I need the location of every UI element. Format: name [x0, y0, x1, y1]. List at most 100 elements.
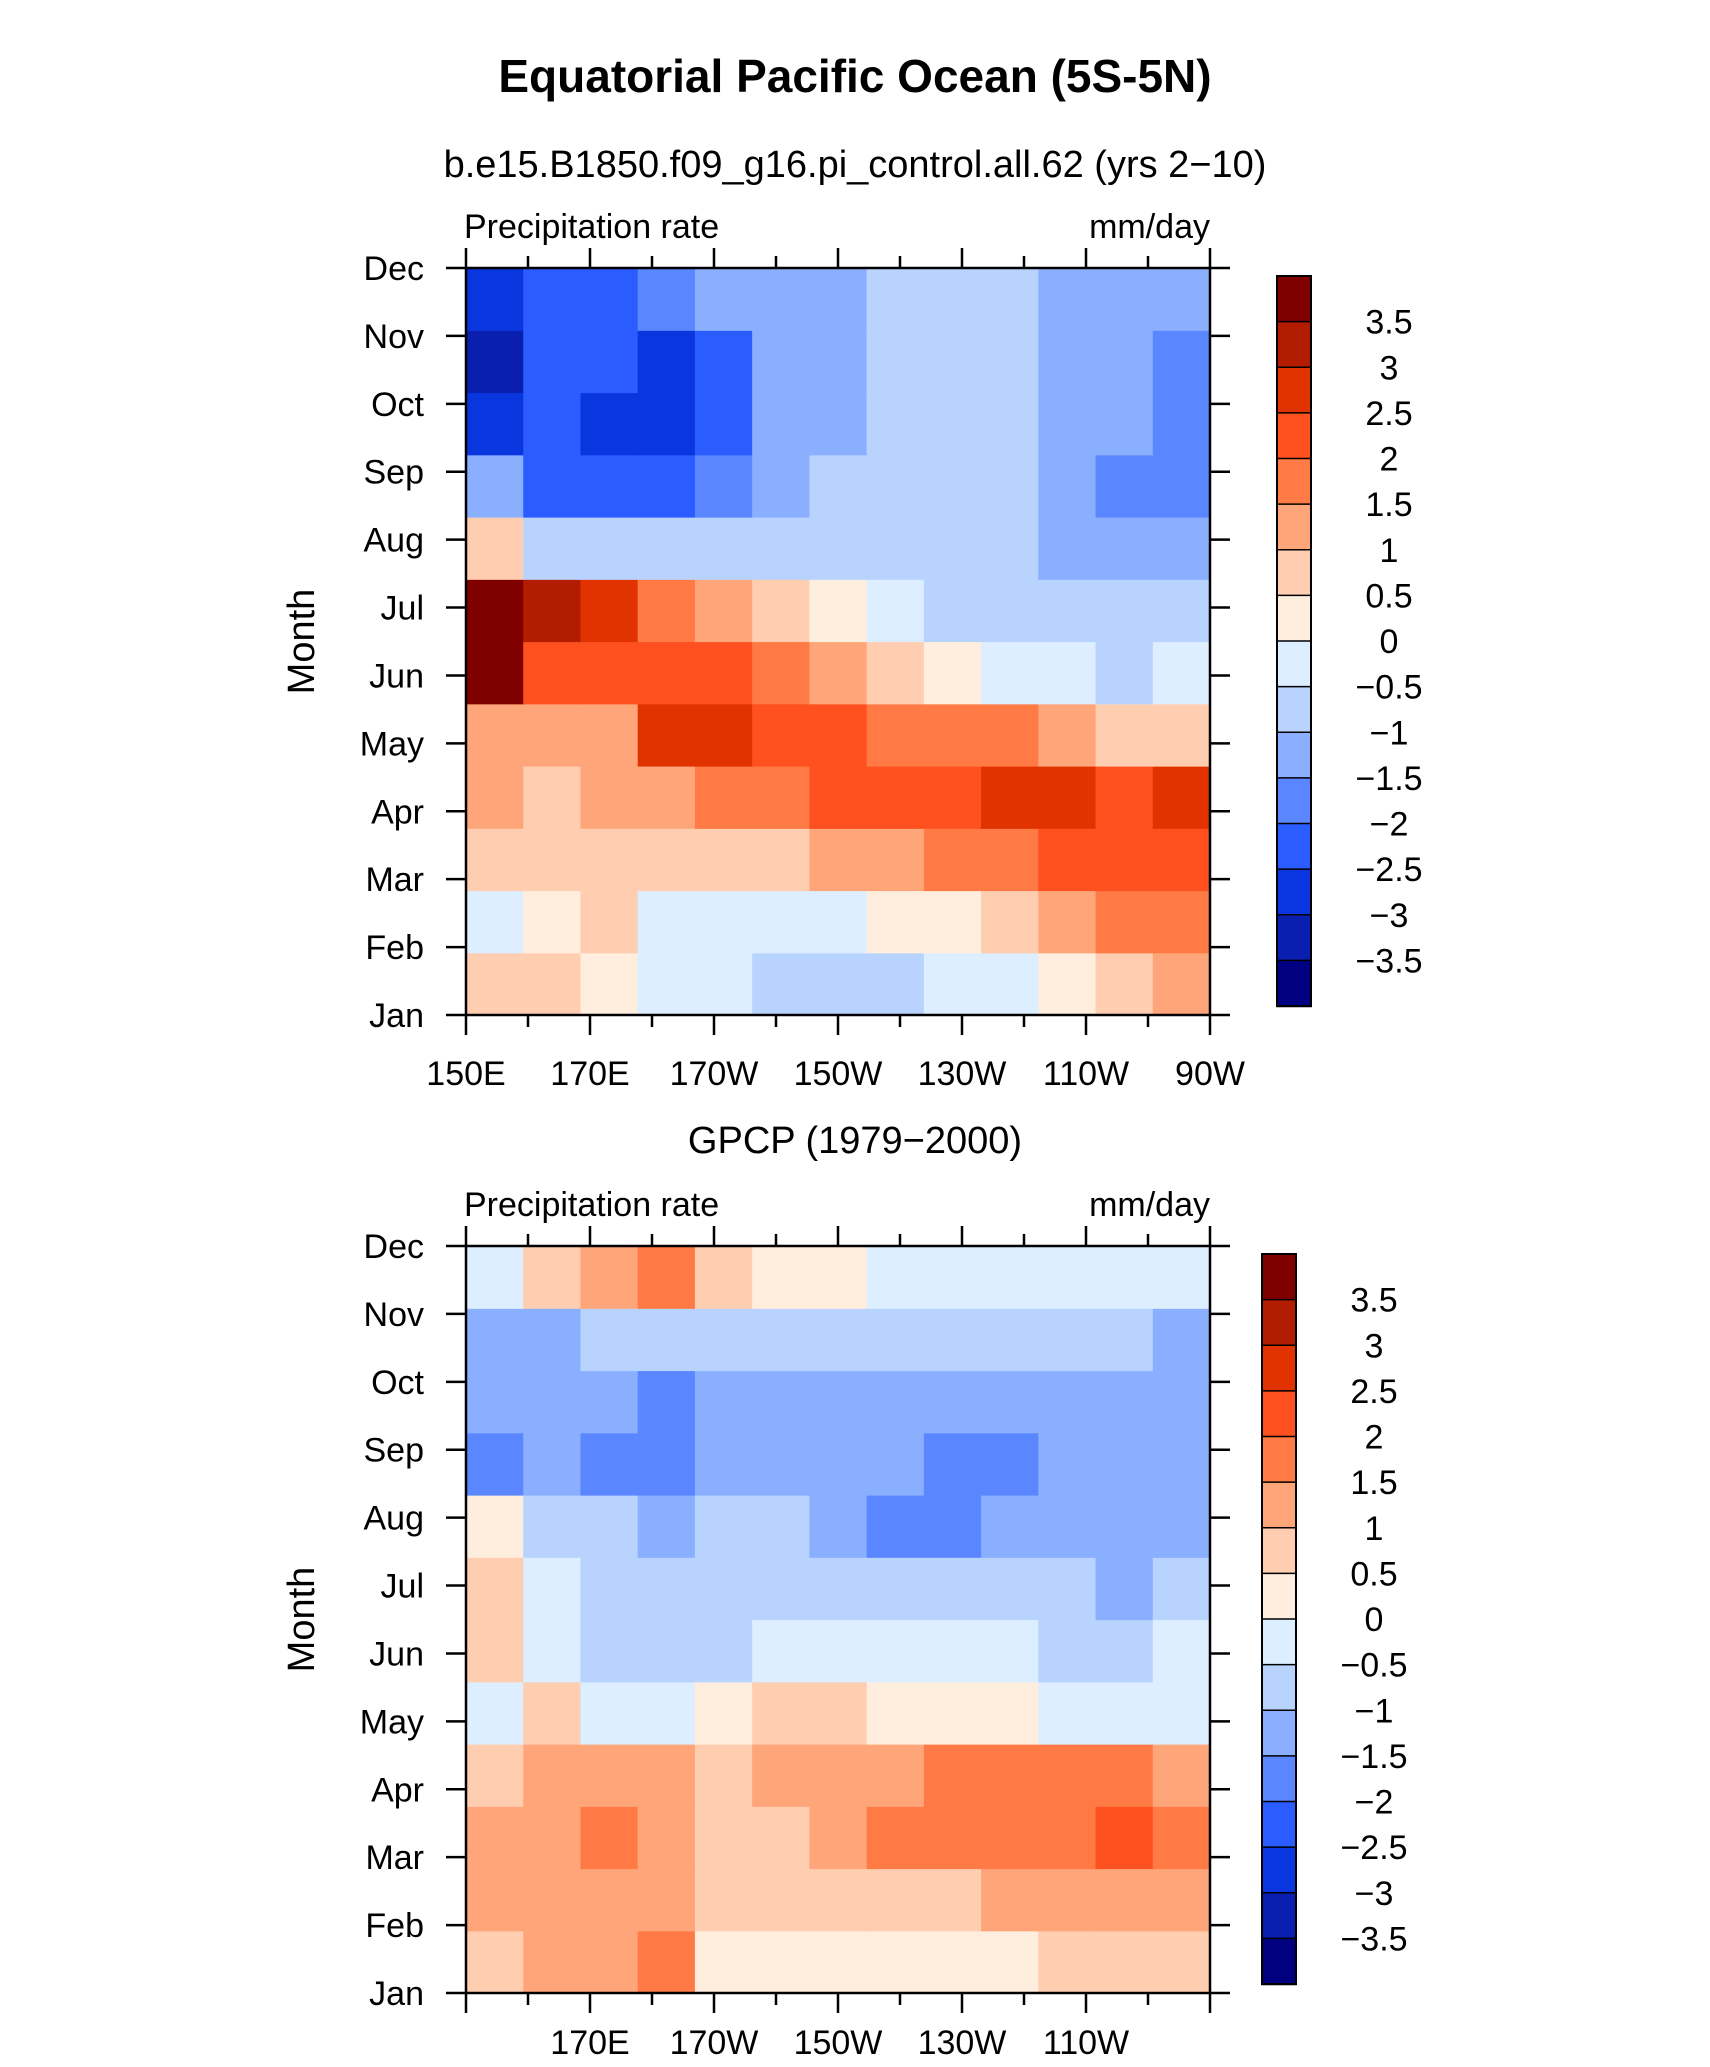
heatmap-cell: [1095, 454, 1154, 518]
colorbar-label: 0.5: [1365, 577, 1412, 615]
heatmap-cell: [809, 890, 868, 954]
heatmap-cell: [1152, 392, 1211, 456]
heatmap-cell: [866, 641, 925, 705]
heatmap-cell: [752, 1495, 810, 1558]
heatmap-cell: [923, 1930, 982, 1994]
heatmap-cell: [637, 392, 696, 456]
heatmap-cell: [580, 1557, 639, 1621]
heatmap-cell: [1038, 330, 1097, 394]
heatmap-cell: [866, 330, 925, 394]
colorbar-swatch: [1261, 1846, 1297, 1895]
heatmap-cell: [752, 268, 810, 331]
heatmap-cell: [981, 890, 1039, 954]
heatmap-cells: [466, 268, 1211, 1016]
units-label: mm/day: [1089, 208, 1210, 246]
colorbar-swatch: [1276, 503, 1312, 552]
colorbar-label: 2.5: [1350, 1373, 1397, 1411]
heatmap-cell: [580, 1246, 639, 1309]
heatmap-cell: [1152, 828, 1211, 892]
y-tick-label: Sep: [364, 454, 425, 492]
heatmap-cell: [466, 1557, 524, 1621]
heatmap-cell: [1152, 1308, 1211, 1372]
heatmap-cell: [752, 330, 810, 394]
heatmap-cell: [466, 1930, 524, 1994]
heatmap-cell: [694, 952, 753, 1016]
colorbar-label: −1: [1370, 714, 1409, 752]
heatmap-cell: [809, 766, 868, 829]
heatmap-cell: [1038, 1930, 1097, 1994]
heatmap-cell: [1038, 517, 1097, 580]
y-tick-label: Jun: [369, 1635, 424, 1673]
heatmap-cell: [1038, 1868, 1097, 1932]
heatmap-cell: [466, 703, 524, 767]
heatmap-cell: [981, 330, 1039, 394]
heatmap-cell: [694, 1495, 753, 1558]
figure-title: Equatorial Pacific Ocean (5S-5N): [498, 50, 1211, 102]
heatmap-cell: [466, 1806, 524, 1870]
heatmap-cell: [694, 703, 753, 767]
heatmap-cell: [752, 1930, 810, 1994]
heatmap-cell: [1038, 1495, 1097, 1558]
heatmap-cell: [1095, 1619, 1154, 1683]
heatmap-cell: [1095, 703, 1154, 767]
heatmap-cell: [637, 1495, 696, 1558]
heatmap-cell: [1095, 579, 1154, 643]
y-axis-title: Month: [281, 589, 323, 695]
heatmap-cell: [866, 392, 925, 456]
heatmap-cell: [1095, 828, 1154, 892]
heatmap-cell: [580, 1681, 639, 1745]
heatmap-cell: [1095, 1495, 1154, 1558]
panel-title: GPCP (1979−2000): [688, 1120, 1022, 1162]
heatmap-cell: [580, 703, 639, 767]
y-tick-label: Jul: [381, 1568, 424, 1606]
y-tick-label: Aug: [364, 1500, 425, 1538]
y-tick-label: Aug: [364, 522, 425, 560]
colorbar-label: 3: [1380, 349, 1399, 387]
heatmap-cell: [752, 952, 810, 1016]
heatmap-cell: [637, 1868, 696, 1932]
heatmap-cell: [981, 828, 1039, 892]
heatmap-cell: [923, 1681, 982, 1745]
heatmap-cell: [1152, 1868, 1211, 1932]
heatmap-cell: [694, 1806, 753, 1870]
colorbar-swatch: [1276, 549, 1312, 597]
heatmap-cell: [923, 890, 982, 954]
heatmap-cell: [694, 392, 753, 456]
heatmap-cell: [981, 1557, 1039, 1621]
heatmap-cell: [1095, 517, 1154, 580]
heatmap-cell: [923, 1868, 982, 1932]
colorbar-swatch: [1261, 1800, 1297, 1849]
heatmap-cell: [866, 1432, 925, 1496]
heatmap-cell: [637, 641, 696, 705]
colorbar-swatch: [1261, 1755, 1297, 1803]
colorbar-swatch: [1261, 1481, 1297, 1530]
panels: b.e15.B1850.f09_g16.pi_control.all.62 (y…: [281, 144, 1423, 2062]
heatmap-cell: [1152, 579, 1211, 643]
colorbar-swatch: [1276, 275, 1312, 323]
heatmap-cell: [466, 952, 524, 1016]
colorbar-swatch: [1261, 1663, 1297, 1712]
heatmap-cell: [1152, 952, 1211, 1016]
heatmap-cell: [637, 1619, 696, 1683]
heatmap-cell: [923, 703, 982, 767]
heatmap-cell: [637, 1806, 696, 1870]
colorbar-frame: [1276, 275, 1312, 1007]
heatmap-cell: [580, 1619, 639, 1683]
heatmap-cell: [809, 828, 868, 892]
heatmap-cell: [809, 1744, 868, 1807]
y-axis-title: Month: [281, 1567, 323, 1673]
heatmap-cell: [694, 1868, 753, 1932]
heatmap-cell: [752, 1619, 810, 1683]
variable-label: Precipitation rate: [464, 208, 719, 246]
heatmap-cell: [1095, 1930, 1154, 1994]
heatmap-cell: [923, 766, 982, 829]
heatmap-cell: [809, 392, 868, 456]
heatmap-cell: [809, 1930, 868, 1994]
heatmap-cell: [523, 579, 582, 643]
heatmap-cell: [923, 517, 982, 580]
heatmap-cell: [694, 1744, 753, 1807]
heatmap-cell: [1038, 952, 1097, 1016]
heatmap-cell: [923, 1619, 982, 1683]
y-tick-label: Apr: [371, 1771, 424, 1809]
